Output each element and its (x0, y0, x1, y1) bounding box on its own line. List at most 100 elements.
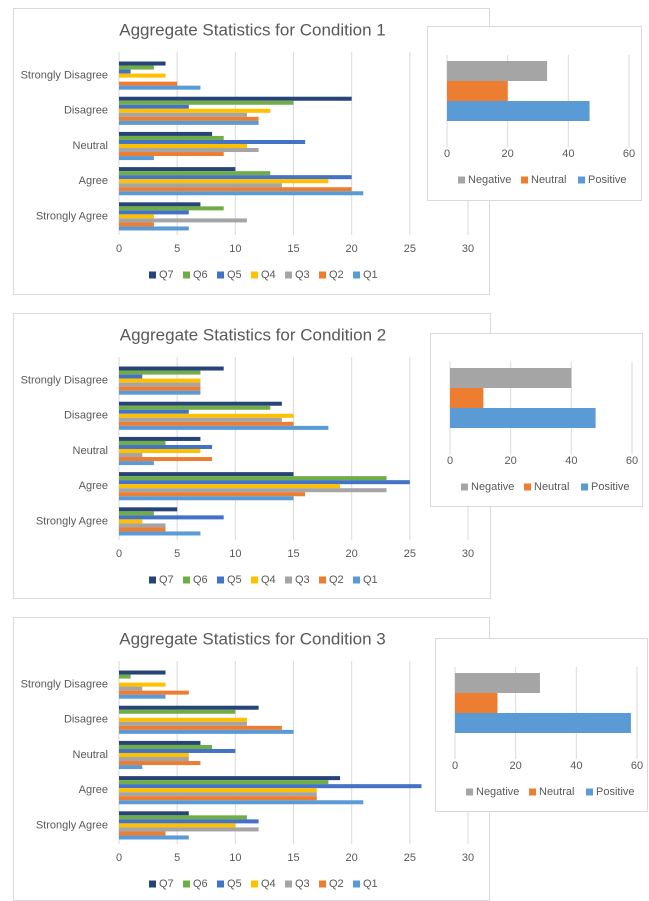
bar (119, 670, 166, 675)
bar (119, 409, 189, 414)
bar (119, 413, 294, 418)
bar (119, 480, 410, 485)
legend-swatch (251, 880, 258, 888)
x-tick-label: 20 (505, 455, 517, 467)
bar (450, 408, 596, 428)
legend-swatch (466, 788, 473, 796)
legend-label: Negative (471, 481, 514, 493)
bar (119, 748, 236, 753)
legend-swatch (461, 483, 468, 491)
legend-swatch (183, 576, 190, 584)
legend-label: Neutral (531, 174, 566, 186)
bar (119, 61, 166, 66)
x-tick-label: 5 (174, 243, 180, 255)
bar (119, 507, 178, 512)
y-tick-label: Disagree (64, 410, 108, 422)
y-tick-label: Strongly Agree (36, 819, 108, 831)
legend-swatch (285, 880, 292, 888)
bar (450, 388, 484, 408)
bar (119, 218, 247, 223)
bar (119, 690, 189, 695)
chart-title: Aggregate Statistics for Condition 2 (120, 325, 386, 344)
bar (119, 827, 259, 832)
bar (119, 757, 189, 762)
legend-swatch (149, 271, 156, 279)
x-tick-label: 60 (623, 148, 635, 160)
legend-label: Q6 (193, 878, 208, 890)
legend-label: Q3 (295, 574, 310, 586)
bar (119, 148, 259, 153)
bar (119, 116, 259, 121)
bar (119, 527, 166, 532)
y-tick-label: Neutral (73, 445, 108, 457)
bar (119, 69, 131, 74)
bar (119, 476, 387, 481)
bar (119, 226, 189, 231)
bar (119, 815, 247, 820)
y-tick-label: Disagree (64, 714, 108, 726)
bar (119, 496, 294, 501)
x-tick-label: 60 (626, 455, 638, 467)
legend-label: Q4 (261, 574, 276, 586)
y-tick-label: Agree (79, 175, 108, 187)
x-tick-label: 15 (287, 852, 299, 864)
x-tick-label: 5 (174, 548, 180, 560)
bar (119, 210, 189, 215)
bar (119, 761, 201, 766)
y-tick-label: Disagree (64, 105, 108, 117)
bar (119, 120, 259, 125)
y-tick-label: Agree (79, 480, 108, 492)
chart-title: Aggregate Statistics for Condition 3 (119, 629, 385, 648)
x-tick-label: 0 (116, 852, 122, 864)
bar (119, 366, 224, 371)
bar (119, 453, 143, 458)
legend-label: Positive (596, 786, 635, 798)
x-tick-label: 0 (444, 148, 450, 160)
x-tick-label: 30 (462, 852, 474, 864)
legend-swatch (217, 880, 224, 888)
x-tick-label: 10 (229, 852, 241, 864)
x-tick-label: 15 (287, 548, 299, 560)
legend-swatch (251, 271, 258, 279)
bar (119, 729, 294, 734)
grouped-bar-chart: Aggregate Statistics for Condition 1 0 5 10… (13, 8, 490, 295)
bar (119, 444, 213, 449)
bar (119, 96, 352, 101)
legend-label: Q7 (159, 878, 174, 890)
y-tick-label: Strongly Disagree (21, 679, 108, 691)
bar (119, 405, 271, 410)
bar (119, 206, 224, 211)
bar (119, 523, 166, 528)
bar (119, 800, 364, 805)
bar (119, 705, 259, 710)
y-tick-label: Neutral (73, 140, 108, 152)
legend-swatch (319, 880, 326, 888)
bar (119, 436, 201, 441)
bar (119, 417, 282, 422)
x-tick-label: 40 (562, 148, 574, 160)
bar (119, 191, 364, 196)
bar (119, 765, 143, 770)
bar (119, 835, 189, 840)
legend-swatch (183, 880, 190, 888)
legend-swatch (285, 271, 292, 279)
bar (119, 152, 224, 157)
bar (119, 390, 201, 395)
legend-swatch (581, 483, 588, 491)
x-tick-label: 0 (447, 455, 453, 467)
bar (119, 374, 143, 379)
bar (119, 792, 317, 797)
bar (119, 492, 306, 497)
bar (119, 819, 259, 824)
legend-label: Q5 (227, 878, 242, 890)
x-tick-label: 30 (462, 548, 474, 560)
legend-swatch (529, 788, 536, 796)
bar (119, 108, 271, 113)
legend-swatch (353, 576, 360, 584)
bar (119, 421, 294, 426)
legend-swatch (285, 576, 292, 584)
summary-bar-chart: 0 20 40 60 Negative Neutral Positive (430, 333, 643, 507)
x-tick-label: 0 (116, 243, 122, 255)
legend-label: Q6 (193, 574, 208, 586)
